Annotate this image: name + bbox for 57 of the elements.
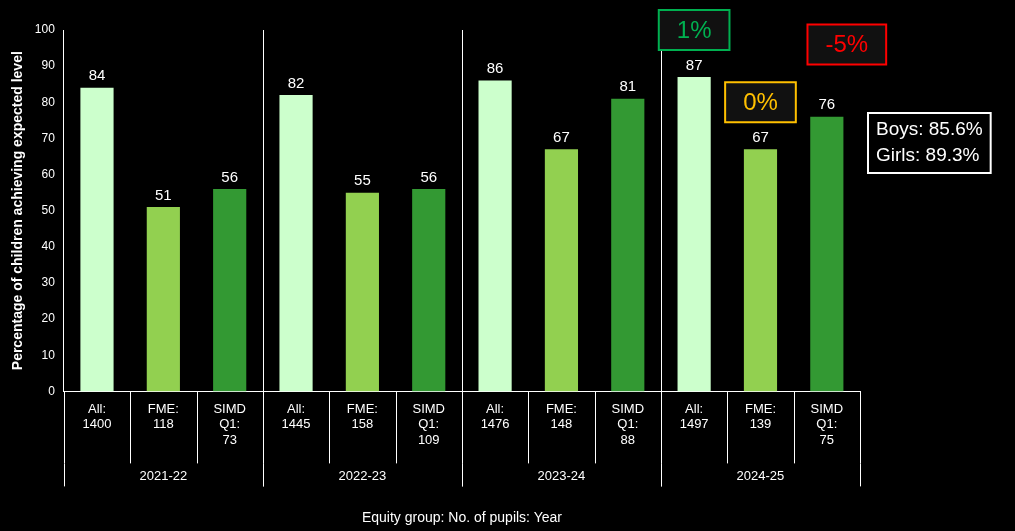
x-tick-label: All: 1400	[82, 400, 112, 432]
data-label: 84	[88, 66, 106, 84]
text: 2021-22	[139, 467, 188, 483]
annotation: -5%	[825, 30, 869, 58]
text: 2024-25	[736, 467, 785, 483]
x-tick-label: All: 1476	[480, 400, 510, 432]
x-tick-label: FME: 148	[545, 400, 577, 432]
annotation: 1%	[676, 15, 712, 43]
x-tick-label: SIMD Q1: 73	[213, 400, 246, 447]
data-label: 67	[752, 127, 769, 145]
y-tick-label: 30	[41, 275, 56, 290]
data-label: 67	[553, 127, 570, 145]
data-label: 76	[818, 95, 836, 113]
data-label: 56	[221, 167, 239, 185]
text: 2023-24	[537, 467, 586, 483]
data-label: 81	[619, 77, 637, 95]
y-tick-label: 0	[48, 383, 56, 398]
y-tick-label: 50	[41, 203, 56, 218]
x-tick-label: SIMD Q1: 88	[611, 400, 645, 447]
y-tick-label: 70	[41, 130, 56, 145]
text: 2022-23	[338, 467, 387, 483]
bar	[677, 76, 711, 392]
data-label: 55	[354, 171, 371, 189]
y-tick-label: 40	[41, 239, 56, 254]
bar	[279, 95, 313, 392]
x-tick-label: FME: 139	[744, 400, 777, 432]
y-tick-label: 10	[41, 347, 56, 362]
bar	[146, 207, 180, 392]
bar	[213, 189, 247, 392]
x-tick-label: FME: 118	[147, 400, 179, 432]
y-tick-label: 20	[41, 311, 56, 326]
y-axis-title: Percentage of children achieving expected level	[9, 51, 26, 371]
y-tick-label: 60	[41, 166, 56, 181]
bar	[611, 98, 645, 392]
bar	[345, 192, 379, 392]
x-axis-title: Equity group: No. of pupils: Year	[361, 509, 563, 526]
x-tick-label: All: 1445	[281, 400, 311, 432]
bar	[743, 149, 778, 392]
y-tick-label: 80	[41, 94, 56, 109]
bar	[810, 116, 844, 392]
bar	[478, 80, 512, 392]
data-label: 86	[486, 59, 504, 77]
y-tick-label: 100	[34, 22, 56, 37]
y-tick-label: 90	[41, 58, 56, 73]
bar	[80, 87, 114, 392]
x-tick-label: FME: 158	[346, 400, 378, 432]
data-label: 87	[685, 55, 703, 73]
x-tick-label: SIMD Q1: 75	[810, 400, 844, 447]
data-label: 82	[287, 73, 305, 91]
x-tick-label: SIMD Q1: 109	[412, 400, 445, 447]
data-label: 51	[155, 185, 172, 203]
bar	[544, 149, 579, 392]
annotation: 0%	[743, 87, 778, 115]
x-tick-label: All: 1497	[679, 400, 709, 432]
bar	[412, 189, 446, 392]
text: Boys: 85.6% Girls: 89.3%	[876, 118, 983, 166]
data-label: 56	[420, 167, 438, 185]
